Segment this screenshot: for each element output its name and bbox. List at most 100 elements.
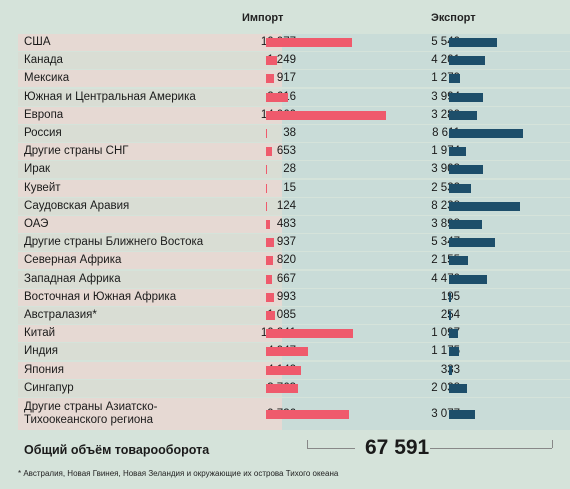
import-bar — [266, 147, 272, 157]
row-background-import — [18, 234, 282, 252]
import-bar — [266, 347, 309, 357]
import-value-label: 483 — [276, 218, 296, 230]
export-bar — [449, 347, 460, 357]
row-background-import — [18, 379, 282, 397]
category-label: Саудовская Аравия — [24, 199, 130, 212]
export-bar — [449, 165, 483, 175]
import-value-label: 917 — [276, 72, 296, 85]
table-row: Северная Африка 820 2 155 — [18, 252, 570, 270]
import-value-label: 653 — [276, 145, 296, 158]
category-label: Северная Африка — [24, 254, 122, 267]
row-background-export — [282, 343, 570, 361]
row-background-import — [18, 252, 282, 270]
export-bar — [449, 311, 452, 320]
category-label: Австралазия* — [24, 309, 97, 321]
export-bar — [449, 238, 495, 248]
row-background-export — [282, 379, 570, 397]
import-bar — [266, 129, 267, 138]
row-background-export — [282, 234, 570, 252]
import-bar — [266, 256, 273, 266]
table-row: Индия4 9471 175 — [18, 343, 570, 361]
total-line-right — [430, 448, 552, 449]
category-label: Другие страны СНГ — [24, 145, 129, 158]
import-value-label: 38 — [283, 127, 296, 139]
row-background-import — [18, 179, 282, 197]
import-value-label: 667 — [276, 272, 296, 285]
import-bar — [266, 383, 299, 393]
category-label: Канада — [24, 54, 63, 67]
table-row: США10 0775 540 — [18, 34, 570, 51]
row-background-import — [18, 361, 282, 379]
table-row: Южная и Центральная Америка2 6163 994 — [18, 88, 570, 106]
import-bar — [266, 274, 272, 284]
row-background-import — [18, 270, 282, 288]
row-background-import — [18, 398, 282, 430]
row-background-import — [18, 216, 282, 233]
import-value-label: 15 — [283, 181, 296, 194]
import-bar — [266, 183, 267, 193]
category-label: Кувейт — [24, 181, 61, 194]
export-bar — [449, 38, 497, 47]
row-background-import — [18, 34, 282, 51]
table-row: Восточная и Южная Африка993195 — [18, 288, 570, 306]
export-bar — [449, 74, 460, 84]
import-value-label: 937 — [276, 236, 296, 249]
category-label: Индия — [24, 345, 58, 358]
table-row: ОАЭ 483 3 898 — [18, 216, 570, 233]
category-label: Ирак — [24, 163, 51, 176]
export-bar — [449, 274, 488, 284]
import-bar — [266, 409, 350, 419]
import-bar — [266, 311, 276, 320]
import-value-label: 28 — [283, 163, 296, 176]
row-background-import — [18, 143, 282, 161]
import-bar — [266, 165, 267, 175]
table-row: Другие страны Ближнего Востока 937 5 347 — [18, 234, 570, 252]
row-background-import — [18, 52, 282, 70]
import-bar — [266, 220, 271, 229]
export-bar — [449, 201, 520, 211]
total-value: 67 591 — [365, 436, 430, 459]
category-label: Япония — [24, 363, 64, 376]
import-bar — [266, 38, 352, 47]
category-label: Западная Африка — [24, 272, 121, 285]
table-row: Кувейт 15 2 532 — [18, 179, 570, 197]
row-background-export — [282, 216, 570, 233]
category-label: Другие страны Азиатско-Тихоокеанского ре… — [24, 401, 158, 426]
total-label: Общий объём товарооборота — [24, 443, 210, 457]
row-background-import — [18, 288, 282, 306]
total-bracket-right — [552, 440, 553, 448]
table-row: Россия 38 8 611 — [18, 125, 570, 142]
row-background-import — [18, 70, 282, 88]
table-row: Другие страны Азиатско-Тихоокеанского ре… — [18, 398, 570, 430]
row-background-export — [282, 52, 570, 70]
table-row: Мексика 917 1 279 — [18, 70, 570, 88]
row-background-import — [18, 343, 282, 361]
row-background-export — [282, 179, 570, 197]
row-background-import — [18, 88, 282, 106]
row-background-import — [18, 197, 282, 215]
table-row: Западная Африка 667 4 470 — [18, 270, 570, 288]
table-row: Ирак 28 3 903 — [18, 161, 570, 179]
import-bar — [266, 238, 274, 248]
import-header: Импорт — [242, 12, 284, 24]
category-label: Китай — [24, 327, 56, 340]
category-label: ОАЭ — [24, 218, 49, 230]
category-label: Россия — [24, 127, 62, 139]
category-label: Южная и Центральная Америка — [24, 90, 196, 103]
row-background-export — [282, 143, 570, 161]
export-bar — [449, 110, 478, 120]
row-background-export — [282, 88, 570, 106]
export-bar — [449, 183, 471, 193]
import-bar — [266, 201, 268, 211]
export-bar — [449, 329, 459, 339]
export-bar — [449, 56, 486, 66]
import-value-label: 124 — [276, 199, 296, 212]
export-bar — [449, 365, 452, 375]
export-bar — [449, 383, 467, 393]
import-value-label: 820 — [276, 254, 296, 267]
export-bar — [449, 220, 483, 229]
row-background-export — [282, 34, 570, 51]
table-row: Другие страны СНГ 653 1 974 — [18, 143, 570, 161]
table-row: Европа14 0603 280 — [18, 106, 570, 124]
